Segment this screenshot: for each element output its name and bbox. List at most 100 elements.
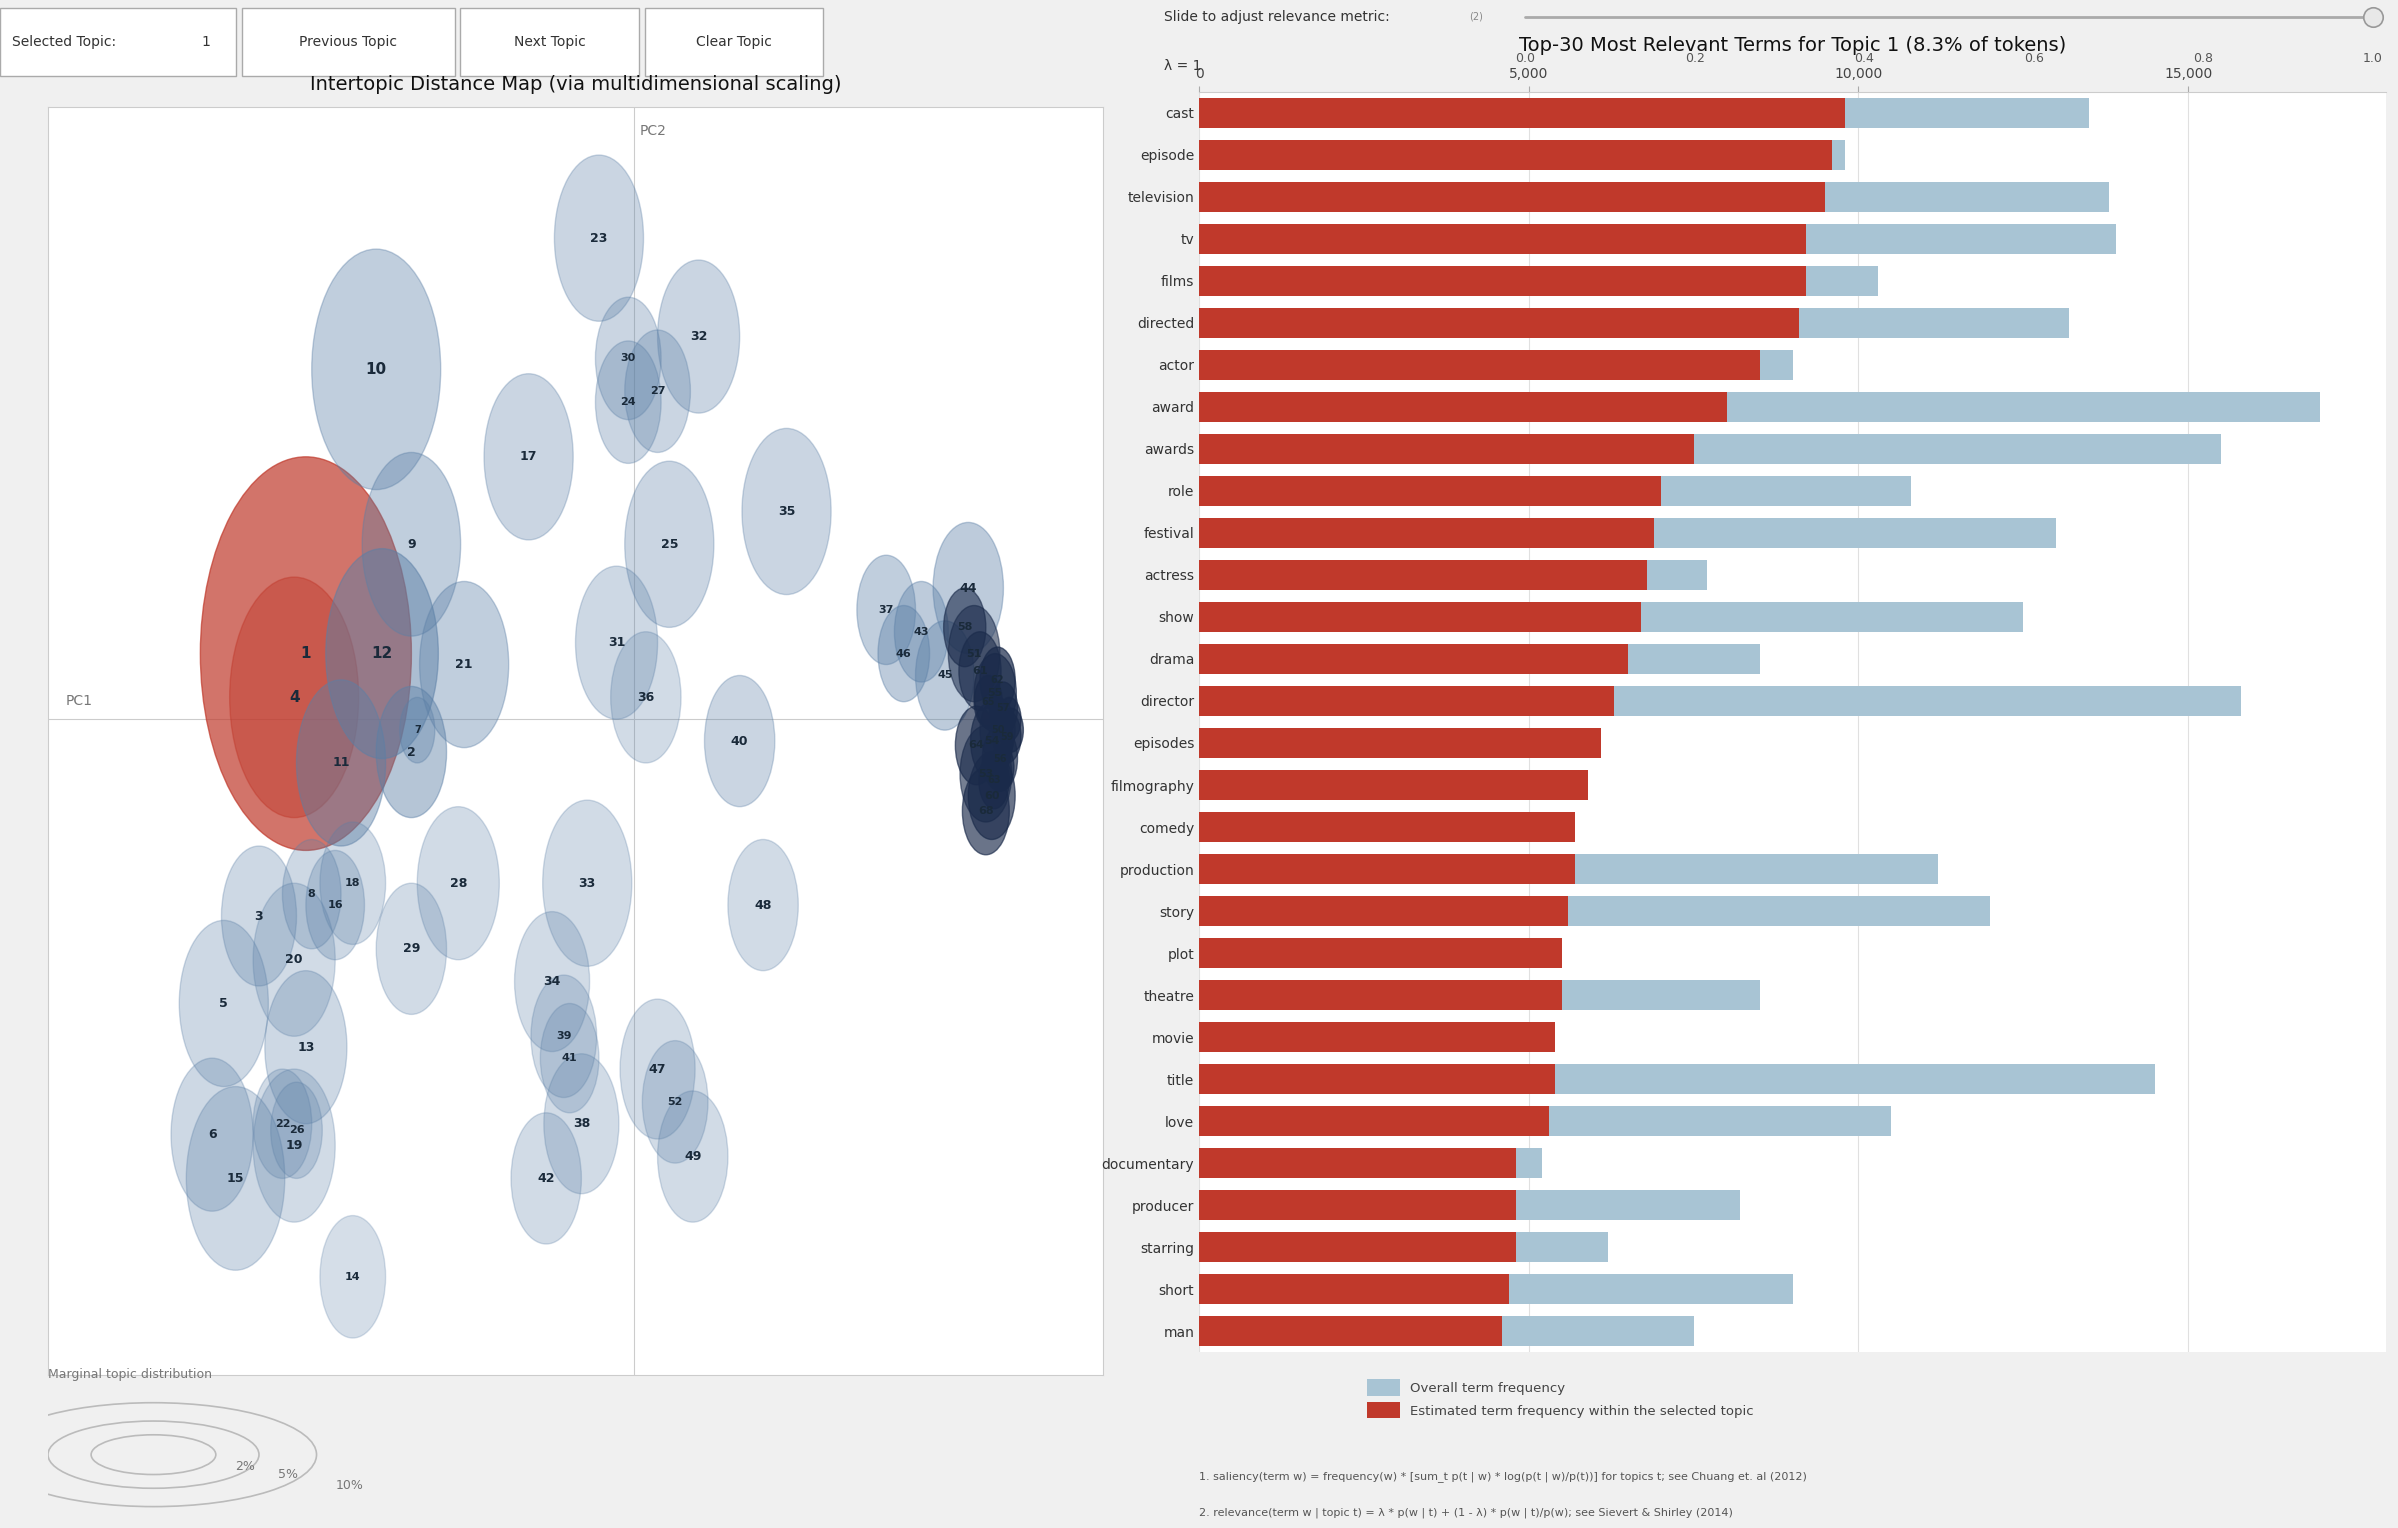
FancyBboxPatch shape [0,8,235,76]
Bar [1199,686,1614,717]
Circle shape [962,767,1010,854]
Circle shape [576,567,657,720]
Bar [1199,139,1846,170]
Bar [1199,266,1878,296]
Circle shape [312,249,441,489]
Text: Previous Topic: Previous Topic [300,35,398,49]
Text: 10: 10 [364,362,386,377]
Text: 21: 21 [456,659,472,671]
Circle shape [530,975,597,1097]
Bar [1199,1190,1516,1221]
Text: 13: 13 [297,1041,314,1054]
Text: Clear Topic: Clear Topic [695,35,772,49]
Text: 31: 31 [607,636,626,649]
Text: 28: 28 [448,877,468,889]
Circle shape [998,697,1022,741]
Bar [1199,602,2024,633]
Text: 37: 37 [878,605,894,614]
Text: 26: 26 [288,1125,305,1135]
Text: 0.8: 0.8 [2194,52,2213,66]
FancyBboxPatch shape [645,8,823,76]
Text: 35: 35 [777,504,796,518]
Text: 2%: 2% [235,1461,254,1473]
Circle shape [307,851,364,960]
Circle shape [657,1091,729,1222]
Text: 1.0: 1.0 [2362,52,2384,66]
Circle shape [319,1216,386,1339]
Text: 51: 51 [966,648,981,659]
Bar [1199,1190,1739,1221]
Text: 33: 33 [578,877,595,889]
Text: 29: 29 [403,943,420,955]
Text: 65: 65 [981,697,995,707]
Circle shape [657,260,739,413]
Text: 0.6: 0.6 [2024,52,2043,66]
Text: 6: 6 [209,1128,216,1141]
Circle shape [959,631,1000,711]
Bar [1199,643,1628,674]
Text: 48: 48 [755,898,772,912]
Bar [1199,391,1727,422]
Text: 20: 20 [285,953,302,966]
Text: 39: 39 [556,1031,571,1041]
Bar [1199,98,1846,128]
Text: 12: 12 [372,646,393,662]
Bar [1199,475,1659,506]
Text: 10%: 10% [336,1479,364,1493]
Circle shape [643,1041,707,1163]
Circle shape [974,675,1002,727]
Text: (2): (2) [1470,12,1482,21]
Text: 4: 4 [288,689,300,704]
Text: 64: 64 [969,741,983,750]
Bar [1199,391,2319,422]
Text: 25: 25 [659,538,679,550]
Circle shape [947,605,1000,701]
Bar [1199,979,1760,1010]
Text: 17: 17 [520,451,537,463]
Text: 5: 5 [221,996,228,1010]
Bar [1199,307,2069,338]
Text: PC1: PC1 [65,694,94,709]
Circle shape [978,752,1010,808]
Text: 57: 57 [998,703,1010,714]
Circle shape [916,620,974,730]
Bar [1199,223,2115,254]
Circle shape [170,1059,254,1212]
Text: 15: 15 [228,1172,245,1184]
Circle shape [856,555,916,665]
Text: 36: 36 [638,691,655,704]
Text: 8: 8 [307,889,317,898]
Circle shape [420,582,508,747]
Circle shape [254,1070,336,1222]
Circle shape [621,999,695,1138]
Text: 38: 38 [573,1117,590,1131]
Text: 43: 43 [914,626,928,637]
Circle shape [264,970,348,1123]
Circle shape [971,701,1012,781]
Circle shape [540,1004,600,1112]
Circle shape [400,697,434,762]
Circle shape [626,461,715,628]
Bar [1199,182,2108,212]
Circle shape [894,582,947,681]
Bar [1199,98,2089,128]
Text: 18: 18 [345,879,360,888]
Text: 19: 19 [285,1138,302,1152]
Text: 2: 2 [408,746,415,758]
Bar [1199,350,1791,380]
Text: 2. relevance(term w | topic t) = λ * p(w | t) + (1 - λ) * p(w | t)/p(w); see Sie: 2. relevance(term w | topic t) = λ * p(w… [1199,1507,1734,1517]
Bar [1199,223,1806,254]
Text: Slide to adjust relevance metric:: Slide to adjust relevance metric: [1163,9,1388,24]
Text: 42: 42 [537,1172,554,1184]
Text: 22: 22 [276,1118,290,1129]
Legend: Overall term frequency, Estimated term frequency within the selected topic: Overall term frequency, Estimated term f… [1362,1374,1760,1424]
Text: 68: 68 [978,807,993,816]
Text: 56: 56 [993,753,1007,764]
Circle shape [544,1054,619,1193]
Bar [1199,770,1516,801]
Bar [1199,643,1760,674]
Circle shape [611,631,681,762]
Circle shape [319,822,386,944]
Circle shape [230,578,360,817]
Bar [1199,811,1542,842]
